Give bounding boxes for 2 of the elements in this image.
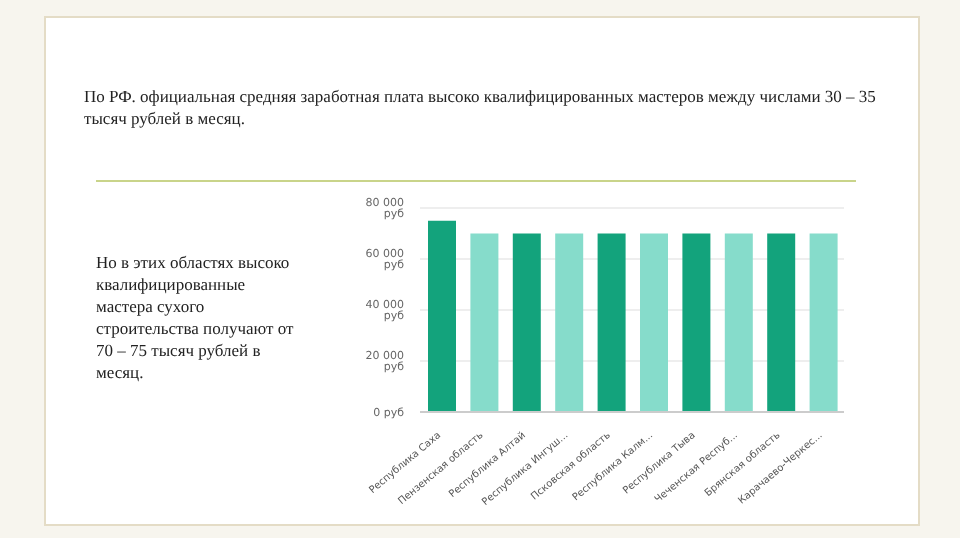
text: Но в этих областях высоко квалифицированные мастера сухого строительства получают от 70 – 75 тысяч рублей в месяц. xyxy=(96,252,296,384)
chart-title: По РФ. официальная средняя заработная плата высоко квалифицированных мастеров между числами 30 – 35 тысяч рублей в месяц. xyxy=(84,86,878,130)
